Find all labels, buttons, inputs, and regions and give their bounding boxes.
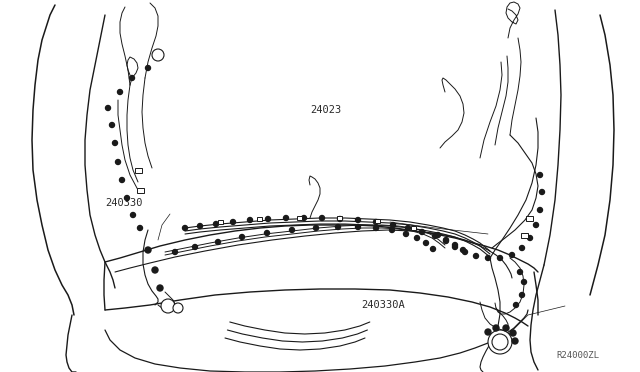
Circle shape: [138, 225, 143, 231]
Circle shape: [520, 246, 525, 250]
Circle shape: [113, 141, 118, 145]
Circle shape: [106, 106, 111, 110]
Circle shape: [157, 285, 163, 291]
Circle shape: [335, 224, 340, 230]
Bar: [412, 226, 417, 230]
Circle shape: [337, 217, 342, 221]
Circle shape: [444, 237, 449, 243]
Circle shape: [216, 240, 221, 244]
Circle shape: [503, 325, 509, 331]
Circle shape: [115, 160, 120, 164]
Circle shape: [145, 247, 151, 253]
Circle shape: [152, 267, 158, 273]
Circle shape: [314, 225, 319, 231]
Circle shape: [239, 234, 244, 240]
Circle shape: [486, 256, 490, 260]
Circle shape: [198, 224, 202, 228]
Circle shape: [355, 224, 360, 230]
Circle shape: [415, 235, 419, 241]
Bar: [527, 215, 534, 221]
Circle shape: [513, 302, 518, 308]
Circle shape: [118, 90, 122, 94]
Circle shape: [264, 231, 269, 235]
Circle shape: [152, 49, 164, 61]
Circle shape: [214, 221, 218, 227]
Bar: [134, 167, 141, 173]
Circle shape: [182, 225, 188, 231]
Circle shape: [125, 196, 129, 201]
Circle shape: [512, 338, 518, 344]
Circle shape: [433, 234, 438, 238]
Text: R24000ZL: R24000ZL: [557, 351, 600, 360]
Circle shape: [406, 225, 410, 231]
Circle shape: [131, 212, 136, 218]
Bar: [376, 219, 381, 223]
Bar: [522, 232, 529, 237]
Circle shape: [452, 244, 458, 250]
Circle shape: [390, 228, 394, 232]
Circle shape: [534, 222, 538, 228]
Circle shape: [161, 299, 175, 313]
Circle shape: [284, 215, 289, 221]
Circle shape: [497, 256, 502, 260]
Bar: [136, 187, 143, 192]
Circle shape: [518, 269, 522, 275]
Circle shape: [173, 303, 183, 313]
Bar: [337, 216, 342, 220]
Circle shape: [492, 334, 508, 350]
Circle shape: [488, 330, 512, 354]
Circle shape: [289, 228, 294, 232]
Circle shape: [540, 189, 545, 195]
Bar: [298, 216, 303, 220]
Circle shape: [173, 250, 177, 254]
Circle shape: [435, 232, 440, 237]
Circle shape: [230, 219, 236, 224]
Circle shape: [485, 329, 491, 335]
Circle shape: [301, 215, 307, 221]
Circle shape: [419, 230, 424, 234]
Circle shape: [319, 215, 324, 221]
Circle shape: [510, 330, 516, 336]
Bar: [218, 220, 223, 224]
Circle shape: [474, 253, 479, 259]
Circle shape: [538, 208, 543, 212]
Circle shape: [493, 325, 499, 331]
Text: 240330: 240330: [106, 198, 143, 208]
Circle shape: [463, 250, 467, 254]
Circle shape: [145, 65, 150, 71]
Circle shape: [120, 177, 125, 183]
Circle shape: [424, 241, 429, 246]
Circle shape: [248, 218, 253, 222]
Circle shape: [355, 218, 360, 222]
Circle shape: [193, 244, 198, 250]
Circle shape: [129, 76, 134, 80]
Circle shape: [538, 173, 543, 177]
Circle shape: [431, 247, 435, 251]
Text: 24023: 24023: [310, 105, 342, 115]
Circle shape: [403, 231, 408, 237]
Circle shape: [374, 225, 378, 231]
Circle shape: [374, 219, 378, 224]
Circle shape: [452, 243, 458, 247]
Circle shape: [390, 222, 396, 228]
Circle shape: [527, 235, 532, 241]
Circle shape: [522, 279, 527, 285]
Circle shape: [444, 238, 449, 244]
Text: 240330A: 240330A: [362, 300, 405, 310]
Circle shape: [509, 253, 515, 257]
Circle shape: [109, 122, 115, 128]
Circle shape: [520, 292, 525, 298]
Bar: [257, 217, 262, 221]
Circle shape: [461, 247, 465, 253]
Circle shape: [266, 217, 271, 221]
